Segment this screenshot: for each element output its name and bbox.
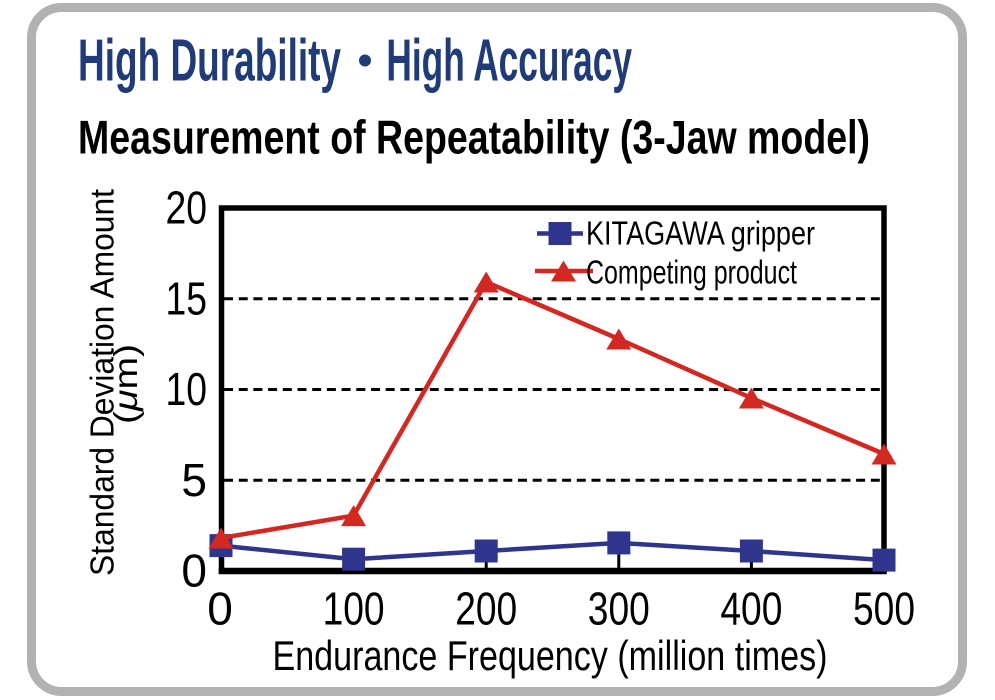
- svg-text:500: 500: [853, 583, 915, 635]
- svg-text:0: 0: [181, 545, 207, 597]
- svg-text:5: 5: [181, 454, 207, 506]
- svg-text:0: 0: [207, 583, 233, 635]
- svg-text:400: 400: [720, 583, 782, 635]
- svg-text:200: 200: [455, 583, 517, 635]
- svg-text:High Durability: High Durability: [78, 27, 341, 94]
- svg-text:10: 10: [166, 363, 208, 415]
- svg-text:Measurement of Repeatability (: Measurement of Repeatability (3-Jaw mode…: [78, 111, 870, 164]
- svg-text:Standard Deviation Amount: Standard Deviation Amount: [84, 189, 121, 576]
- svg-text:100: 100: [323, 583, 385, 635]
- svg-text:Endurance Frequency (million t: Endurance Frequency (million times): [273, 632, 828, 679]
- svg-text:KITAGAWA gripper: KITAGAWA gripper: [586, 215, 815, 252]
- svg-text:High Accuracy: High Accuracy: [386, 27, 632, 94]
- svg-text:20: 20: [166, 182, 208, 234]
- svg-text:15: 15: [166, 272, 208, 324]
- svg-text:(μm): (μm): [107, 344, 144, 424]
- svg-text:Competing product: Competing product: [586, 254, 797, 291]
- svg-text:300: 300: [588, 583, 650, 635]
